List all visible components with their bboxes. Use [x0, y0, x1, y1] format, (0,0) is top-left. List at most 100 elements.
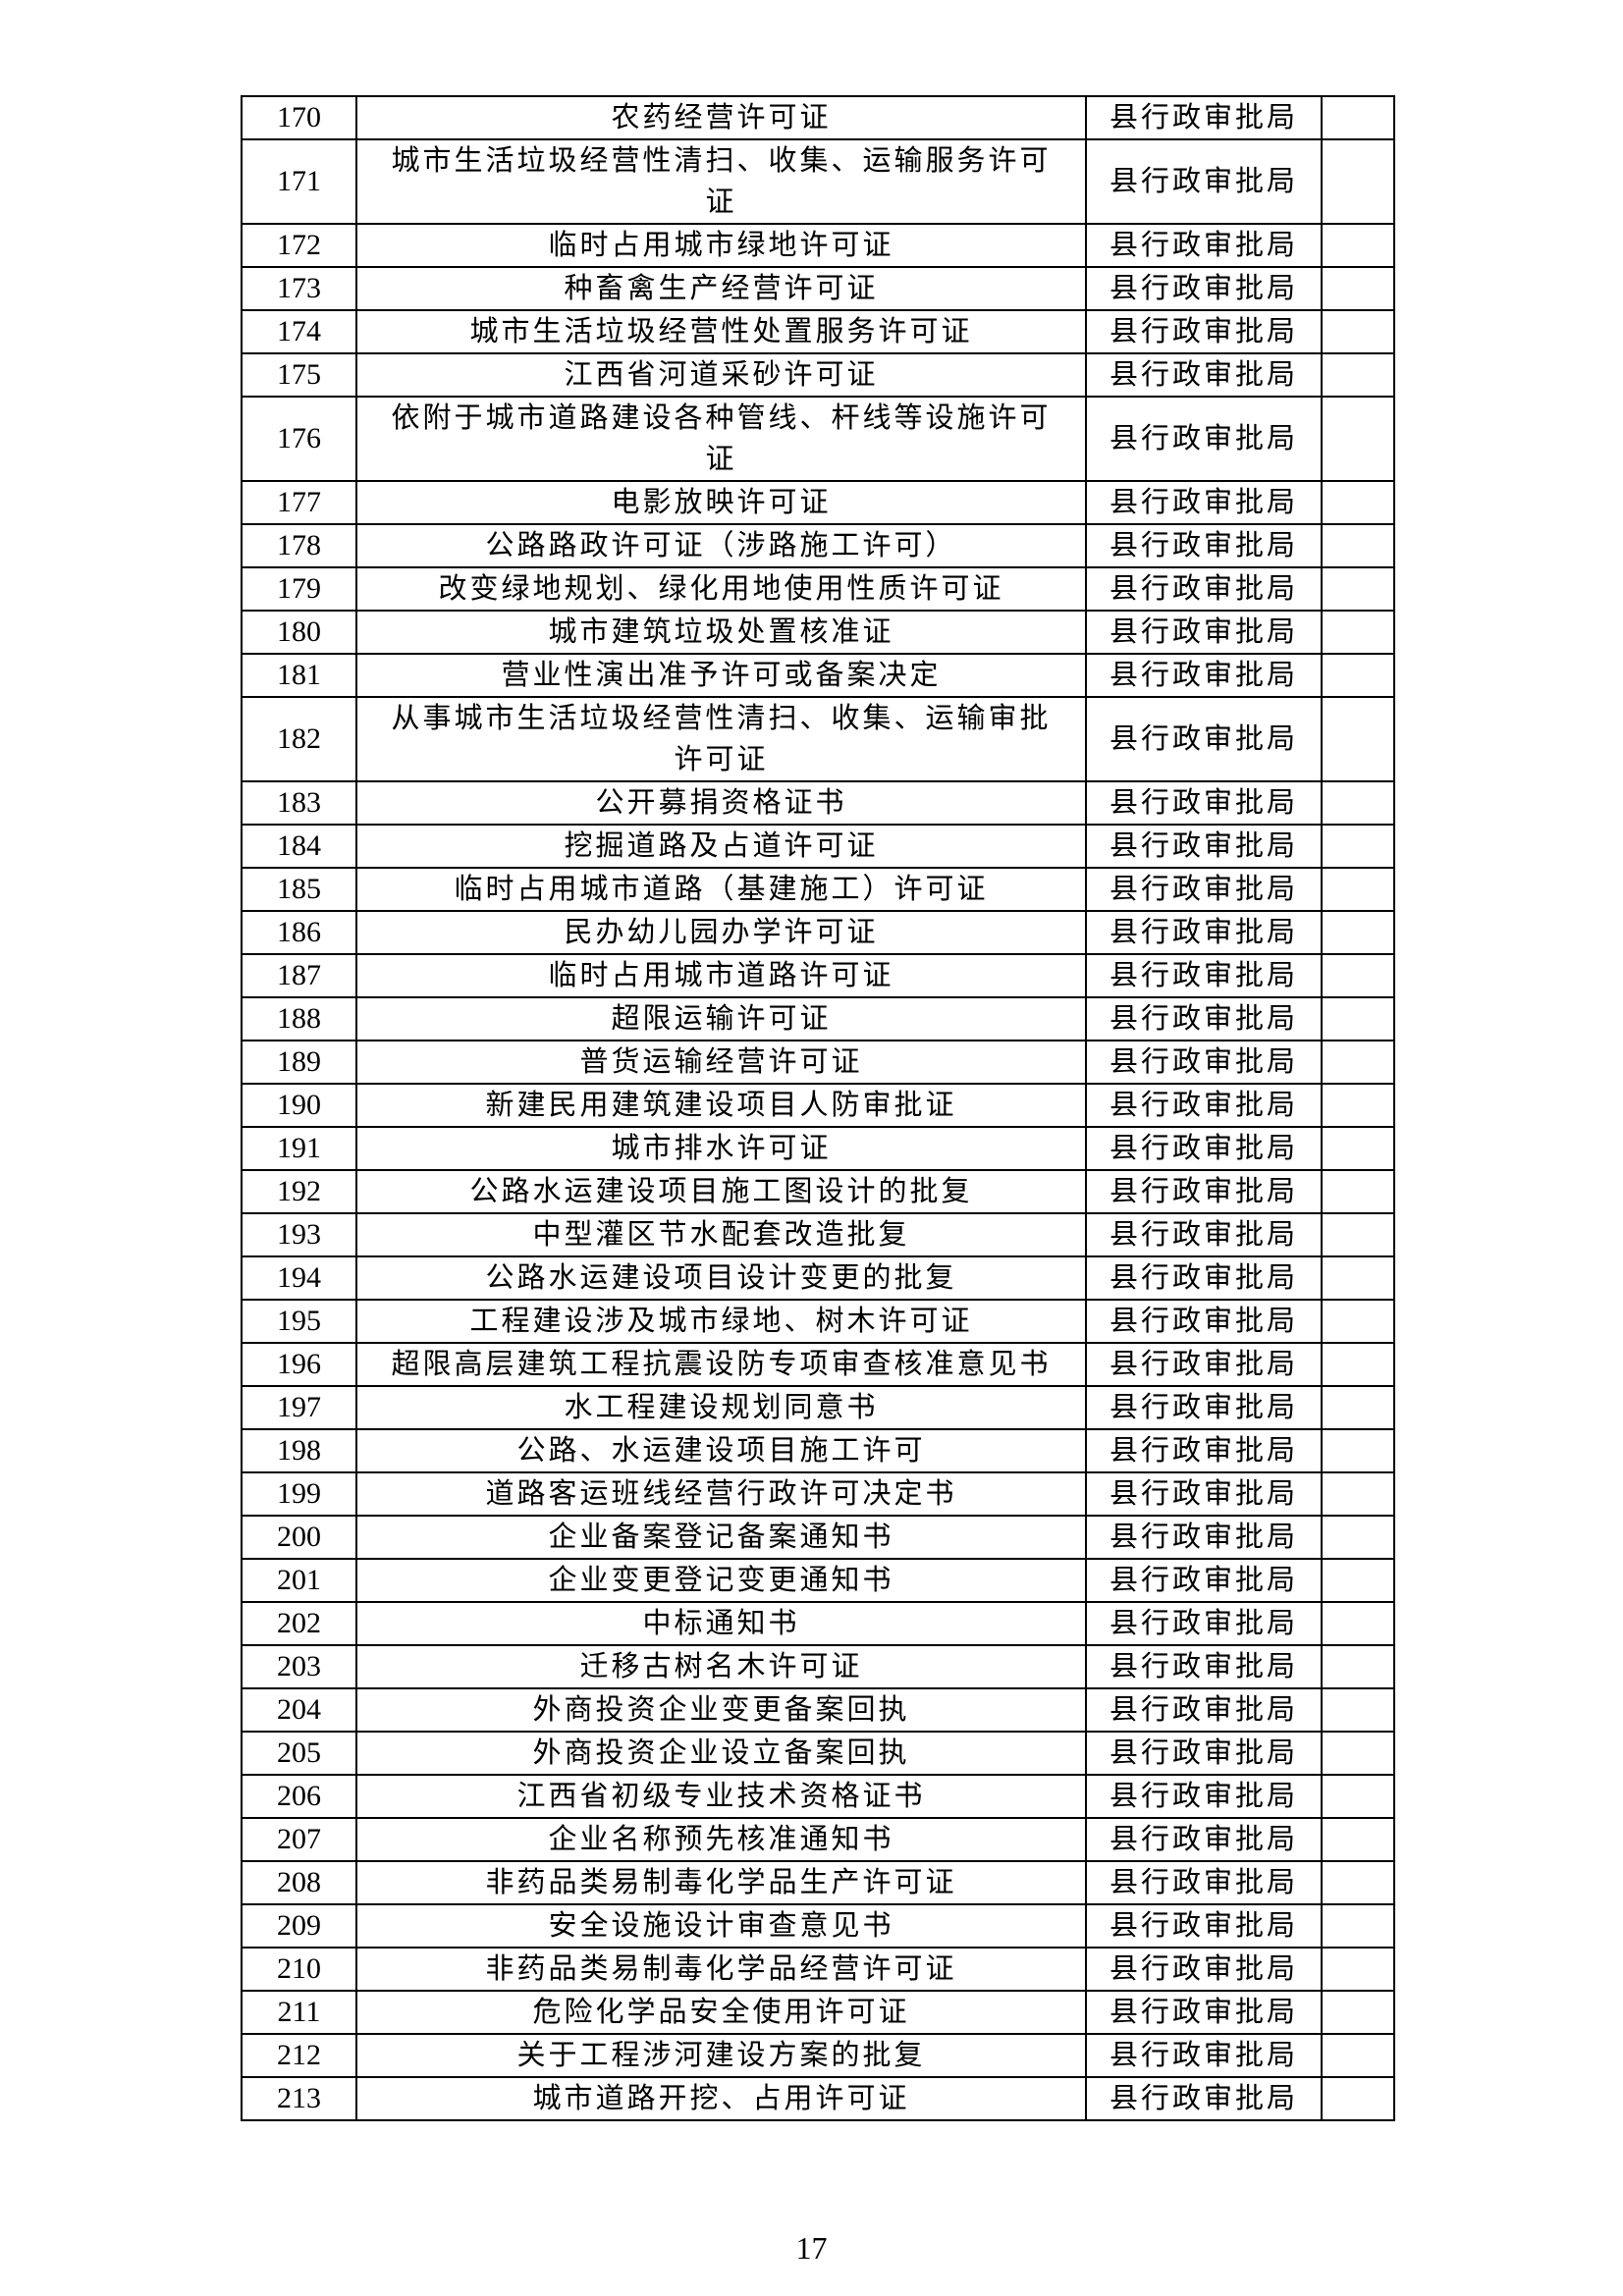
certificate-name: 企业变更登记变更通知书	[355, 1558, 1087, 1603]
table-row: 184 挖掘道路及占道许可证 县行政审批局	[241, 824, 1395, 869]
table-row: 195 工程建设涉及城市绿地、树木许可证 县行政审批局	[241, 1299, 1395, 1344]
certificate-name: 外商投资企业设立备案回执	[355, 1731, 1087, 1776]
department: 县行政审批局	[1085, 1601, 1323, 1646]
notes-cell	[1321, 1644, 1395, 1689]
table-row: 189 普货运输经营许可证 县行政审批局	[241, 1040, 1395, 1085]
department: 县行政审批局	[1085, 266, 1323, 311]
notes-cell	[1321, 523, 1395, 568]
row-number: 176	[241, 396, 357, 482]
department: 县行政审批局	[1085, 95, 1323, 140]
department: 县行政审批局	[1085, 1255, 1323, 1301]
table-row: 183 公开募捐资格证书 县行政审批局	[241, 780, 1395, 826]
notes-cell	[1321, 1385, 1395, 1430]
department: 县行政审批局	[1085, 1126, 1323, 1171]
table-row: 178 公路路政许可证（涉路施工许可） 县行政审批局	[241, 523, 1395, 568]
row-number: 203	[241, 1644, 357, 1689]
department: 县行政审批局	[1085, 1212, 1323, 1257]
table-row: 201 企业变更登记变更通知书 县行政审批局	[241, 1558, 1395, 1603]
notes-cell	[1321, 610, 1395, 655]
certificate-name: 农药经营许可证	[355, 95, 1087, 140]
department: 县行政审批局	[1085, 1515, 1323, 1560]
table-row: 212 关于工程涉河建设方案的批复 县行政审批局	[241, 2033, 1395, 2078]
certificate-name: 企业备案登记备案通知书	[355, 1515, 1087, 1560]
row-number: 204	[241, 1687, 357, 1733]
notes-cell	[1321, 910, 1395, 955]
department: 县行政审批局	[1085, 1428, 1323, 1473]
department: 县行政审批局	[1085, 1687, 1323, 1733]
certificate-name: 城市排水许可证	[355, 1126, 1087, 1171]
row-number: 177	[241, 480, 357, 525]
department: 县行政审批局	[1085, 610, 1323, 655]
notes-cell	[1321, 396, 1395, 482]
table-row: 180 城市建筑垃圾处置核准证 县行政审批局	[241, 610, 1395, 655]
notes-cell	[1321, 653, 1395, 698]
table-row: 200 企业备案登记备案通知书 县行政审批局	[241, 1515, 1395, 1560]
row-number: 174	[241, 309, 357, 354]
row-number: 195	[241, 1299, 357, 1344]
table-row: 208 非药品类易制毒化学品生产许可证 县行政审批局	[241, 1860, 1395, 1905]
table-row: 191 城市排水许可证 县行政审批局	[241, 1126, 1395, 1171]
certificate-name: 外商投资企业变更备案回执	[355, 1687, 1087, 1733]
certificate-name: 公开募捐资格证书	[355, 780, 1087, 826]
department: 县行政审批局	[1085, 566, 1323, 612]
table-row: 172 临时占用城市绿地许可证 县行政审批局	[241, 223, 1395, 268]
row-number: 207	[241, 1817, 357, 1862]
notes-cell	[1321, 1947, 1395, 1992]
department: 县行政审批局	[1085, 1169, 1323, 1214]
department: 县行政审批局	[1085, 2033, 1323, 2078]
certificate-name: 公路水运建设项目施工图设计的批复	[355, 1169, 1087, 1214]
row-number: 200	[241, 1515, 357, 1560]
table-row: 171 城市生活垃圾经营性清扫、收集、运输服务许可证 县行政审批局	[241, 138, 1395, 225]
notes-cell	[1321, 1860, 1395, 1905]
row-number: 206	[241, 1774, 357, 1819]
notes-cell	[1321, 266, 1395, 311]
notes-cell	[1321, 780, 1395, 826]
department: 县行政审批局	[1085, 780, 1323, 826]
row-number: 199	[241, 1471, 357, 1517]
notes-cell	[1321, 1471, 1395, 1517]
department: 县行政审批局	[1085, 824, 1323, 869]
notes-cell	[1321, 2033, 1395, 2078]
department: 县行政审批局	[1085, 1774, 1323, 1819]
row-number: 190	[241, 1083, 357, 1128]
row-number: 175	[241, 352, 357, 398]
table-row: 204 外商投资企业变更备案回执 县行政审批局	[241, 1687, 1395, 1733]
certificate-name: 关于工程涉河建设方案的批复	[355, 2033, 1087, 2078]
notes-cell	[1321, 309, 1395, 354]
row-number: 184	[241, 824, 357, 869]
certificate-name: 安全设施设计审查意见书	[355, 1903, 1087, 1949]
row-number: 192	[241, 1169, 357, 1214]
department: 县行政审批局	[1085, 1299, 1323, 1344]
department: 县行政审批局	[1085, 1040, 1323, 1085]
row-number: 202	[241, 1601, 357, 1646]
row-number: 172	[241, 223, 357, 268]
row-number: 194	[241, 1255, 357, 1301]
table-row: 213 城市道路开挖、占用许可证 县行政审批局	[241, 2076, 1395, 2121]
notes-cell	[1321, 1040, 1395, 1085]
notes-cell	[1321, 1083, 1395, 1128]
table-row: 182 从事城市生活垃圾经营性清扫、收集、运输审批许可证 县行政审批局	[241, 696, 1395, 782]
table-row: 198 公路、水运建设项目施工许可 县行政审批局	[241, 1428, 1395, 1473]
certificate-name: 种畜禽生产经营许可证	[355, 266, 1087, 311]
certificate-name: 超限运输许可证	[355, 996, 1087, 1041]
department: 县行政审批局	[1085, 1817, 1323, 1862]
row-number: 197	[241, 1385, 357, 1430]
notes-cell	[1321, 867, 1395, 912]
certificate-name: 道路客运班线经营行政许可决定书	[355, 1471, 1087, 1517]
notes-cell	[1321, 1601, 1395, 1646]
notes-cell	[1321, 138, 1395, 225]
certificate-name: 中标通知书	[355, 1601, 1087, 1646]
certificate-name: 依附于城市道路建设各种管线、杆线等设施许可证	[355, 396, 1087, 482]
department: 县行政审批局	[1085, 1990, 1323, 2035]
department: 县行政审批局	[1085, 1860, 1323, 1905]
notes-cell	[1321, 1126, 1395, 1171]
row-number: 212	[241, 2033, 357, 2078]
notes-cell	[1321, 566, 1395, 612]
certificate-name: 城市道路开挖、占用许可证	[355, 2076, 1087, 2121]
table-row: 170 农药经营许可证 县行政审批局	[241, 95, 1395, 140]
department: 县行政审批局	[1085, 523, 1323, 568]
table-row: 185 临时占用城市道路（基建施工）许可证 县行政审批局	[241, 867, 1395, 912]
notes-cell	[1321, 1558, 1395, 1603]
certificate-name: 普货运输经营许可证	[355, 1040, 1087, 1085]
department: 县行政审批局	[1085, 1558, 1323, 1603]
